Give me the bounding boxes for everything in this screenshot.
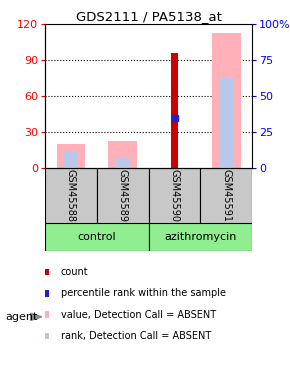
Text: GSM45588: GSM45588: [66, 169, 76, 222]
Bar: [220, 78, 233, 168]
Title: GDS2111 / PA5138_at: GDS2111 / PA5138_at: [76, 10, 222, 23]
Bar: [45, 223, 148, 251]
Bar: [200, 168, 252, 223]
Text: GSM45589: GSM45589: [118, 169, 128, 222]
Text: GSM45590: GSM45590: [170, 169, 180, 222]
Text: rank, Detection Call = ABSENT: rank, Detection Call = ABSENT: [61, 331, 211, 341]
Bar: [64, 151, 77, 168]
Bar: [212, 33, 241, 168]
Bar: [57, 144, 85, 168]
Text: agent: agent: [6, 312, 38, 322]
Text: value, Detection Call = ABSENT: value, Detection Call = ABSENT: [61, 310, 216, 320]
Text: azithromycin: azithromycin: [164, 232, 237, 242]
Text: count: count: [61, 267, 88, 277]
Text: GSM45591: GSM45591: [221, 169, 231, 222]
Bar: [97, 168, 148, 223]
Bar: [148, 168, 200, 223]
Bar: [148, 223, 252, 251]
Bar: [116, 158, 129, 168]
Text: control: control: [77, 232, 116, 242]
Polygon shape: [30, 313, 42, 321]
Bar: [171, 53, 178, 168]
Text: percentile rank within the sample: percentile rank within the sample: [61, 288, 226, 298]
Bar: [45, 168, 97, 223]
Bar: [108, 141, 137, 168]
